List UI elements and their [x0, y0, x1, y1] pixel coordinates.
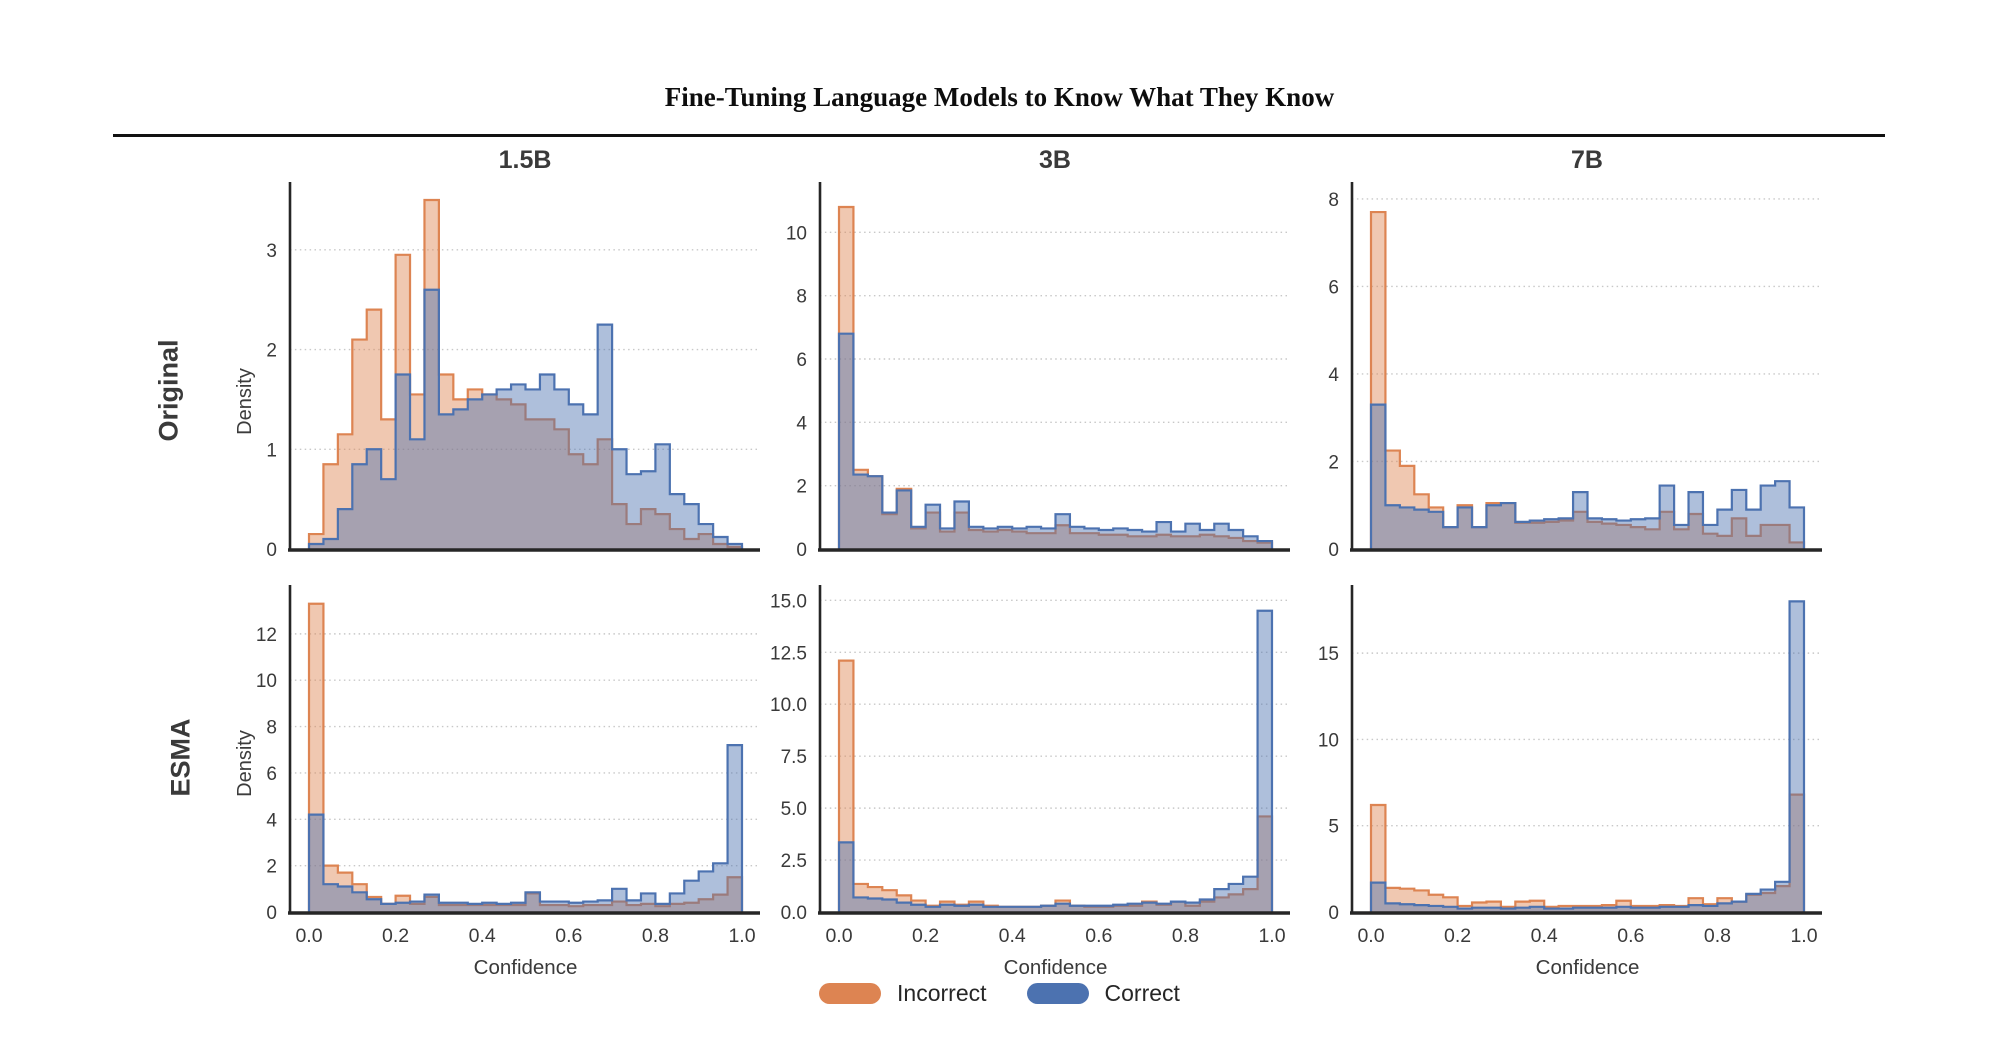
svg-text:12.5: 12.5: [770, 643, 807, 664]
svg-text:10: 10: [786, 223, 807, 244]
row-label-esma: ESMA: [165, 718, 196, 797]
svg-text:0: 0: [1328, 540, 1339, 556]
svg-text:0.4: 0.4: [999, 925, 1026, 947]
svg-text:1.0: 1.0: [728, 925, 755, 947]
svg-text:Confidence: Confidence: [1536, 956, 1640, 979]
svg-text:10: 10: [256, 671, 277, 692]
incorrect-swatch-icon: [819, 983, 882, 1004]
svg-text:5.0: 5.0: [781, 799, 807, 820]
svg-text:6: 6: [796, 350, 807, 371]
svg-text:0.2: 0.2: [1444, 925, 1471, 947]
svg-text:4: 4: [1328, 365, 1339, 386]
svg-text:0.6: 0.6: [1617, 925, 1644, 947]
svg-text:10.0: 10.0: [770, 695, 807, 716]
svg-text:4: 4: [266, 810, 277, 831]
svg-text:15.0: 15.0: [770, 591, 807, 612]
svg-text:0.8: 0.8: [1172, 925, 1199, 947]
svg-text:5: 5: [1328, 817, 1339, 838]
svg-text:0.0: 0.0: [781, 903, 807, 924]
legend-label-correct: Correct: [1104, 980, 1180, 1006]
svg-text:0.6: 0.6: [555, 925, 582, 947]
svg-text:8: 8: [796, 287, 807, 308]
legend: Incorrect Correct: [0, 980, 1999, 1007]
svg-text:0.2: 0.2: [912, 925, 939, 947]
svg-text:7.5: 7.5: [781, 747, 807, 768]
svg-text:0: 0: [266, 540, 277, 556]
svg-text:2.5: 2.5: [781, 851, 807, 872]
histogram-panel-esma-1.5b: 0 2 4 6 8 10 12 0.0 0.2 0.4 0.6 0.8 1.0 Confidence: [256, 585, 760, 979]
legend-item-correct: Correct: [1026, 980, 1180, 1007]
histogram-panel-esma-3b: 0.0 2.5 5.0 7.5 10.0 12.5 15.0 0.0 0.2 0.4 0.6 0.8 1…: [770, 585, 1290, 979]
histogram-panel-esma-7b: 0 5 10 15 0.0 0.2 0.4 0.6 0.8 1.0 Confidence: [1318, 585, 1822, 979]
svg-text:2: 2: [796, 477, 807, 498]
svg-text:0.4: 0.4: [1531, 925, 1558, 947]
svg-text:0.0: 0.0: [295, 925, 322, 947]
row-label-original: Original: [153, 339, 184, 442]
title-divider: [113, 134, 1885, 137]
svg-text:2: 2: [266, 857, 277, 878]
svg-text:Confidence: Confidence: [1004, 956, 1108, 979]
histogram-panel-original-7b: 0 2 4 6 8: [1328, 182, 1822, 556]
svg-text:0.2: 0.2: [382, 925, 409, 947]
svg-text:4: 4: [796, 413, 807, 434]
svg-text:15: 15: [1318, 644, 1339, 665]
column-header-7b: 7B: [1571, 146, 1603, 174]
histogram-panel-original-3b: 0 2 4 6 8 10: [786, 182, 1290, 556]
svg-text:0.6: 0.6: [1085, 925, 1112, 947]
svg-text:2: 2: [266, 341, 277, 362]
svg-text:6: 6: [266, 764, 277, 785]
svg-text:0: 0: [266, 903, 277, 924]
svg-text:10: 10: [1318, 730, 1339, 751]
svg-text:0.0: 0.0: [825, 925, 852, 947]
column-header-1.5b: 1.5B: [498, 146, 552, 174]
svg-text:1.0: 1.0: [1258, 925, 1285, 947]
svg-text:8: 8: [266, 718, 277, 739]
legend-label-incorrect: Incorrect: [897, 980, 987, 1006]
svg-text:0.0: 0.0: [1357, 925, 1384, 947]
svg-text:6: 6: [1328, 277, 1339, 298]
svg-text:8: 8: [1328, 190, 1339, 211]
svg-text:0.4: 0.4: [469, 925, 496, 947]
svg-text:2: 2: [1328, 452, 1339, 473]
svg-text:3: 3: [266, 241, 277, 262]
svg-text:0.8: 0.8: [642, 925, 669, 947]
correct-swatch-icon: [1026, 983, 1089, 1004]
histogram-panel-original-1.5b: 0 1 2 3: [266, 182, 760, 556]
svg-text:0: 0: [796, 540, 807, 556]
figure-title: Fine-Tuning Language Models to Know What…: [664, 82, 1335, 112]
svg-text:1: 1: [266, 440, 277, 461]
legend-item-incorrect: Incorrect: [819, 980, 987, 1007]
svg-text:Confidence: Confidence: [474, 956, 578, 979]
svg-text:0.8: 0.8: [1704, 925, 1731, 947]
svg-text:1.0: 1.0: [1790, 925, 1817, 947]
svg-text:0: 0: [1328, 903, 1339, 924]
svg-text:12: 12: [256, 625, 277, 646]
column-header-3b: 3B: [1039, 146, 1071, 174]
